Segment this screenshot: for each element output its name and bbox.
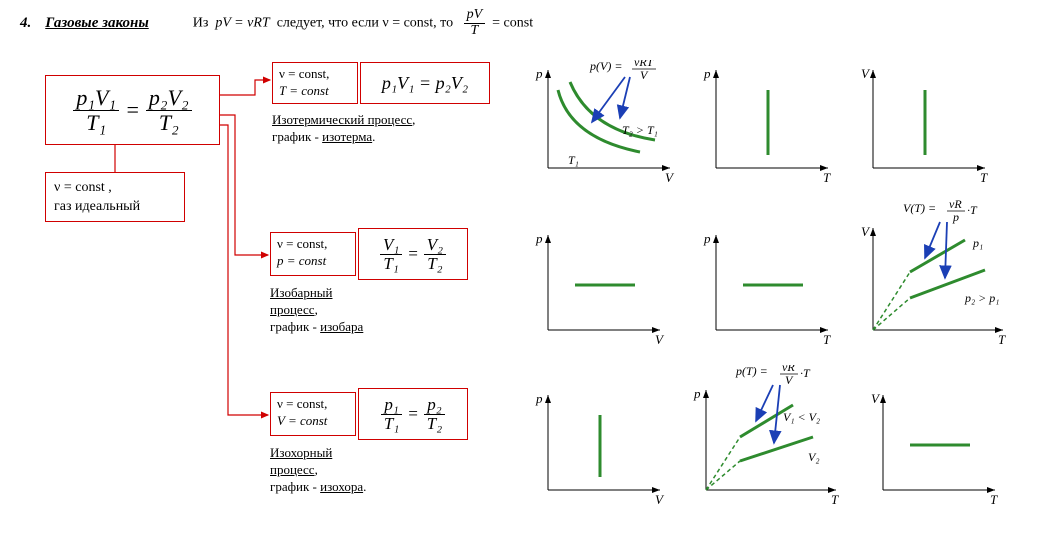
isobaric-eq-box: V₁T₁ = V₂T₂ [358,228,468,280]
isochoric-graph-pv: p V [530,385,675,510]
isobaric-cond-box: ν = const, p = const [270,232,356,276]
svg-text:V(T) =: V(T) = [903,201,936,215]
isothermal-graph-vt: V T [855,60,1000,190]
isochoric-cond-box: ν = const, V = const [270,392,356,436]
isochoric-eq-box: p₁T₁ = p₂T₂ [358,388,468,440]
isothermal-graph-pt: p T [698,60,843,190]
svg-text:p: p [535,391,543,406]
svg-text:p₁: p₁ [972,236,983,250]
svg-text:p: p [693,386,701,401]
svg-text:V: V [665,170,675,185]
svg-text:V₂: V₂ [808,450,820,464]
svg-text:p(T) =: p(T) = [735,365,768,378]
svg-text:p₂ > p₁: p₂ > p₁ [964,291,999,305]
isochoric-graph-pt: p T V₁ < V₂ V₂ p(T) = νR V ·T [688,365,858,515]
isochoric-label: Изохорный процесс, график - изохора. [270,445,470,496]
isothermal-graph-pv: p V T₁ T₂ > T₁ p(V) = νRT V [530,60,685,190]
svg-text:T: T [980,170,988,185]
svg-text:p(V) =: p(V) = [589,60,622,73]
svg-text:V: V [871,391,881,406]
isochoric-graph-vt: V T [865,385,1010,510]
svg-text:V: V [785,373,794,387]
isothermal-cond-box: ν = const, T = const [272,62,358,104]
svg-text:T: T [990,492,998,507]
isobaric-graph-vt: V T p₁ p₂ > p₁ V(T) = νR p ·T [855,200,1025,355]
svg-text:V: V [655,332,665,347]
isobaric-graph-pt: p T [698,225,843,350]
svg-text:·T: ·T [967,203,978,217]
svg-text:p: p [535,66,543,81]
isothermal-eq-box: p₁V₁ = p₂V₂ [360,62,490,104]
isobaric-graph-pv: p V [530,225,675,350]
svg-text:T: T [823,170,831,185]
svg-text:T: T [998,332,1006,347]
svg-text:T: T [823,332,831,347]
svg-text:p: p [535,231,543,246]
svg-text:V₁ < V₂: V₁ < V₂ [783,410,820,424]
isothermal-label: Изотермический процесс, график - изотерм… [272,112,502,146]
svg-text:T₁: T₁ [568,153,579,167]
svg-text:T₂ > T₁: T₂ > T₁ [622,123,658,137]
svg-text:V: V [655,492,665,507]
svg-text:V: V [640,68,649,82]
svg-text:p: p [703,66,711,81]
svg-text:V: V [861,224,871,239]
svg-text:p: p [952,210,959,224]
svg-text:·T: ·T [800,366,811,380]
isobaric-label: Изобарный процесс, график - изобара [270,285,470,336]
svg-text:V: V [861,66,871,81]
svg-text:p: p [703,231,711,246]
svg-text:T: T [831,492,839,507]
